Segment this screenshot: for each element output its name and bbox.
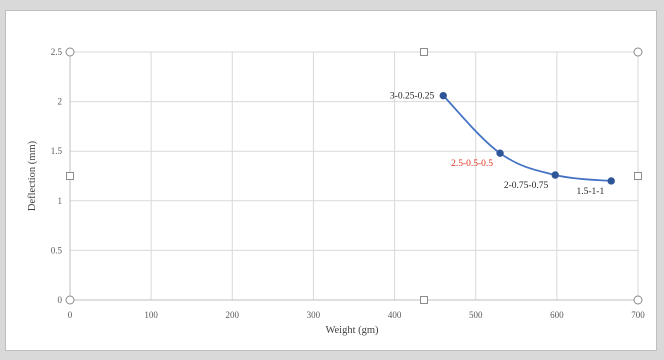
resize-handle[interactable]	[633, 47, 643, 57]
resize-handle[interactable]	[420, 48, 428, 56]
data-labels: 3-0.25-0.25 2.5-0.5-0.5 2-0.75-0.75 1.5-1-1	[390, 92, 605, 197]
data-point	[607, 177, 615, 185]
selection-handles[interactable]	[65, 47, 643, 305]
chart-area	[5, 10, 657, 351]
data-label: 3-0.25-0.25	[390, 92, 435, 102]
axes: 0 100 200 300 400 500 600 700 0 0.5 1 1.5 2 2.5	[51, 47, 646, 320]
resize-handle[interactable]	[65, 295, 75, 305]
y-tick-label: 2.5	[51, 47, 63, 57]
y-tick-label: 0.5	[51, 245, 63, 255]
x-tick-label: 100	[144, 310, 158, 320]
resize-handle[interactable]	[420, 296, 428, 304]
series-line	[442, 95, 612, 182]
resize-handle[interactable]	[633, 295, 643, 305]
data-point	[439, 91, 447, 100]
data-label: 2-0.75-0.75	[504, 181, 549, 191]
resize-handle[interactable]	[634, 172, 642, 180]
x-tick-label: 200	[226, 310, 240, 320]
data-point	[551, 171, 559, 179]
x-axis-title: Weight (gm)	[325, 325, 379, 336]
x-tick-label: 600	[550, 310, 564, 320]
data-point	[496, 149, 504, 157]
x-tick-label: 0	[68, 310, 73, 320]
data-series	[439, 91, 615, 185]
x-tick-label: 400	[388, 310, 402, 320]
resize-handle[interactable]	[65, 47, 75, 57]
y-tick-label: 0	[58, 295, 63, 305]
gridlines	[70, 51, 639, 300]
y-tick-label: 2	[58, 97, 63, 107]
x-tick-label: 700	[631, 310, 645, 320]
y-tick-label: 1	[58, 196, 63, 206]
y-axis-title: Deflection (mm)	[27, 140, 38, 211]
data-label: 1.5-1-1	[577, 187, 605, 197]
x-tick-label: 500	[469, 310, 483, 320]
resize-handle[interactable]	[66, 172, 74, 180]
data-label: 2.5-0.5-0.5	[451, 159, 493, 169]
y-tick-label: 1.5	[51, 146, 63, 156]
x-tick-label: 300	[307, 310, 321, 320]
